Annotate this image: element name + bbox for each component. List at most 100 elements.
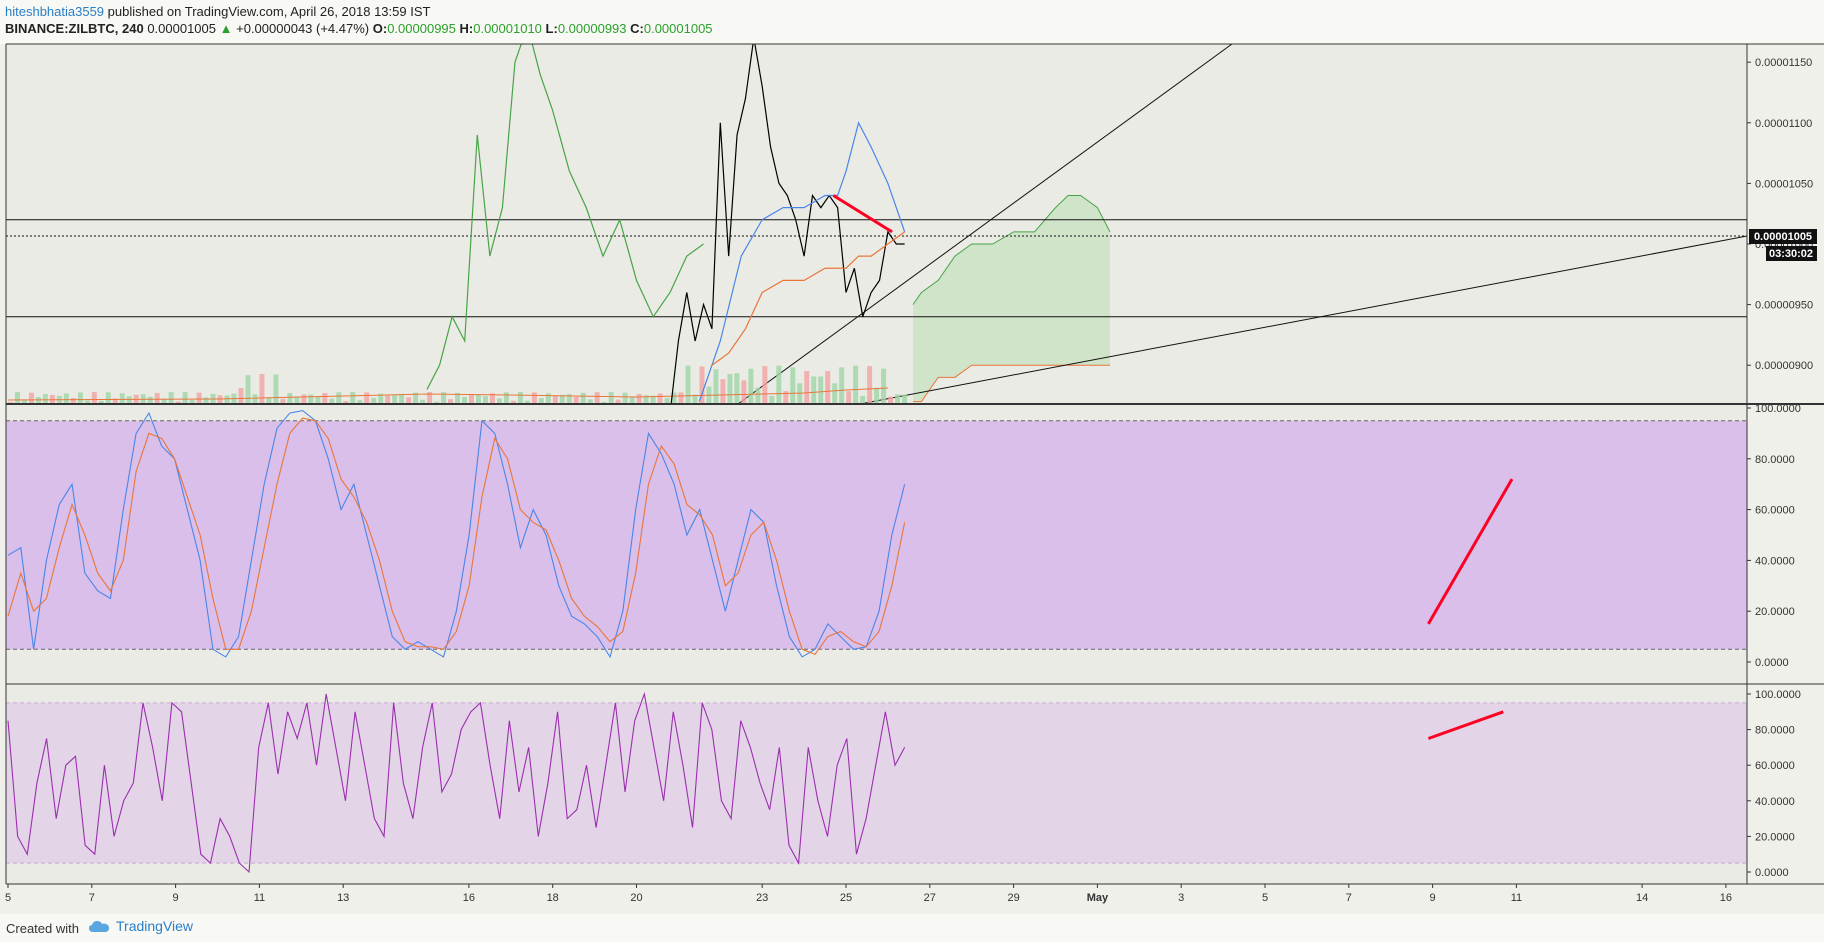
- volume-bar: [538, 398, 544, 404]
- stoch-band: [6, 420, 1747, 650]
- volume-bar: [594, 392, 600, 404]
- volume-bar: [105, 392, 111, 404]
- price-panel: [6, 44, 1747, 404]
- stoch-panel: [6, 409, 1747, 659]
- tradingview-brand: TradingView: [116, 918, 194, 934]
- volume-bar: [692, 394, 698, 404]
- volume-bar: [727, 374, 733, 404]
- volume-bar: [601, 401, 607, 404]
- footer: Created with TradingView: [0, 914, 1824, 942]
- price-badge-text: 0.00001005: [1754, 231, 1812, 243]
- stoch-axis-tick-label: 20.0000: [1755, 606, 1795, 618]
- volume-bar: [308, 394, 314, 404]
- volume-bar: [182, 392, 188, 404]
- volume-bar: [189, 399, 195, 404]
- volume-bar: [888, 396, 894, 404]
- chart-header: hiteshbhatia3559 published on TradingVie…: [0, 0, 1824, 44]
- volume-bar: [357, 400, 363, 404]
- volume-bar: [762, 366, 768, 404]
- stoch-axis-tick-label: 0.0000: [1755, 657, 1789, 669]
- volume-bar: [161, 399, 167, 404]
- trendline-steep: [737, 44, 1233, 404]
- volume-bar: [392, 395, 398, 404]
- volume-bar: [406, 397, 412, 404]
- volume-bar: [14, 392, 20, 404]
- price-axis-tick-label: 0.00000900: [1755, 360, 1813, 372]
- volume-bar: [895, 394, 901, 404]
- volume-bar: [832, 383, 838, 404]
- volume-bar: [21, 399, 27, 404]
- volume-bar: [741, 380, 747, 404]
- volume-bar: [371, 397, 377, 404]
- symbol-label[interactable]: BINANCE:ZILBTC, 240: [5, 21, 144, 36]
- time-tick-label: 23: [756, 892, 768, 904]
- volume-bar: [413, 392, 419, 404]
- volume-bar: [636, 393, 642, 404]
- volume-bar: [91, 392, 97, 404]
- volume-bar: [441, 392, 447, 404]
- time-tick-label: 9: [173, 892, 179, 904]
- volume-bar: [385, 395, 391, 404]
- rsi-axis-tick-label: 0.0000: [1755, 867, 1789, 879]
- volume-bar: [245, 375, 251, 404]
- tradingview-link[interactable]: TradingView: [88, 918, 193, 934]
- volume-bar: [455, 392, 461, 404]
- stoch-axis-tick-label: 100.0000: [1755, 403, 1801, 415]
- volume-bar: [77, 392, 83, 404]
- volume-bar: [468, 394, 474, 404]
- volume-bar: [496, 398, 502, 404]
- time-tick-label: 5: [1262, 892, 1268, 904]
- volume-bar: [853, 365, 859, 404]
- volume-bar: [63, 393, 69, 404]
- volume-bar: [587, 399, 593, 404]
- low-label: L:: [545, 21, 558, 36]
- time-tick-label: 27: [924, 892, 936, 904]
- time-tick-label: 25: [840, 892, 852, 904]
- cloud-lower-line: [913, 364, 1110, 403]
- open-value: 0.00000995: [387, 21, 456, 36]
- time-tick-label: 7: [89, 892, 95, 904]
- rsi-line: [7, 691, 906, 874]
- volume-bar: [580, 392, 586, 404]
- volume-bar: [322, 393, 328, 404]
- author-link[interactable]: hiteshbhatia3559: [5, 4, 105, 19]
- volume-bar: [329, 398, 335, 404]
- volume-bar: [266, 397, 272, 404]
- created-with-text: Created with: [6, 921, 79, 936]
- volume-bar: [112, 398, 118, 404]
- open-label: O:: [372, 21, 388, 36]
- time-tick-label: 29: [1007, 892, 1019, 904]
- volume-bar: [336, 392, 342, 404]
- volume-bar: [881, 368, 887, 404]
- volume-bar: [811, 376, 817, 404]
- volume-bar: [42, 394, 48, 404]
- high-label: H:: [459, 21, 474, 36]
- stoch-d-line: [7, 417, 906, 656]
- up-arrow-icon: ▲: [219, 21, 233, 36]
- volume-bar: [664, 397, 670, 404]
- volume-bar: [343, 401, 349, 404]
- volume-bar: [364, 392, 370, 404]
- volume-bar: [818, 376, 824, 404]
- close-label: C:: [630, 21, 644, 36]
- volume-bar: [748, 368, 754, 404]
- volume-bar: [420, 399, 426, 404]
- volume-bar: [804, 371, 810, 404]
- volume-bar: [252, 394, 258, 404]
- volume-bar: [902, 394, 908, 404]
- volume-bar: [154, 392, 160, 404]
- volume-bar: [315, 396, 321, 404]
- last-price: 0.00001005: [147, 21, 216, 36]
- rsi-axis-tick-label: 60.0000: [1755, 760, 1795, 772]
- price-axis-tick-label: 0.00001100: [1755, 118, 1812, 130]
- volume-bar: [462, 396, 468, 404]
- rsi-panel: [6, 691, 1747, 874]
- divergence-line-price: [832, 194, 893, 234]
- volume-bar: [734, 373, 740, 404]
- price-pane[interactable]: [6, 44, 1747, 404]
- volume-bar: [482, 396, 488, 404]
- price-axis-tick-label: 0.00001150: [1755, 57, 1812, 69]
- stoch-axis-tick-label: 40.0000: [1755, 555, 1795, 567]
- volume-bar: [622, 392, 628, 404]
- chart-canvas[interactable]: 0.000011500.000011000.000010500.00001000…: [0, 0, 1824, 914]
